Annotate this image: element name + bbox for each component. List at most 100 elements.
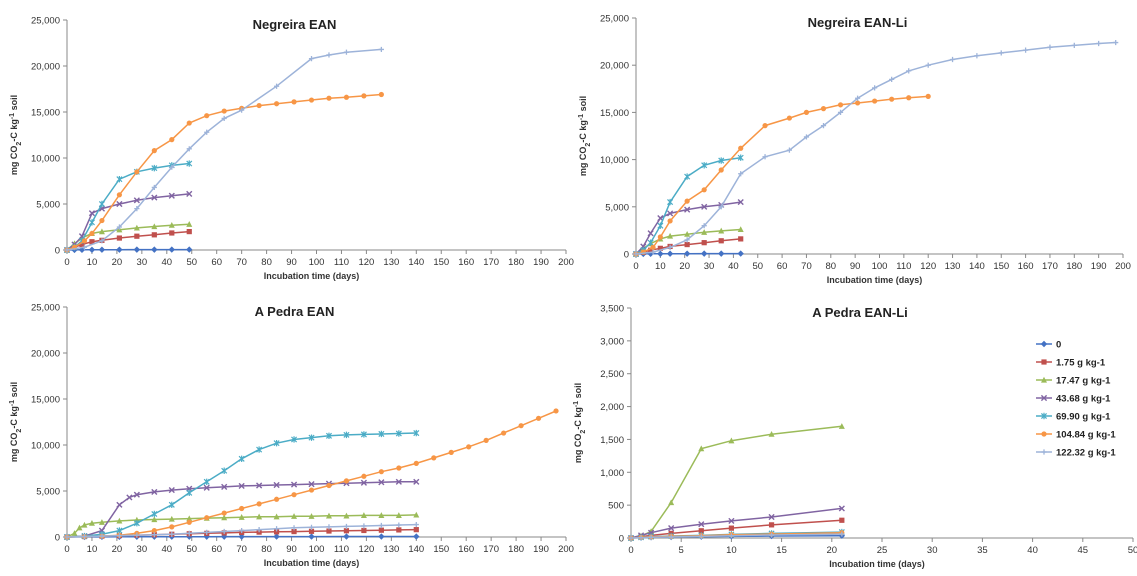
data-point <box>169 164 175 170</box>
data-point <box>308 533 315 540</box>
data-point <box>239 505 245 512</box>
data-point <box>701 203 708 210</box>
x-tick-label: 0 <box>64 257 69 268</box>
data-point <box>343 431 350 439</box>
data-point <box>413 521 419 528</box>
data-point <box>535 415 542 421</box>
data-point <box>413 527 419 533</box>
data-point <box>998 50 1004 56</box>
data-point <box>221 528 227 535</box>
x-tick-label: 170 <box>1042 261 1058 272</box>
data-point <box>273 526 280 532</box>
data-point <box>718 238 724 244</box>
x-tick-label: 30 <box>927 545 938 556</box>
data-point <box>667 198 674 206</box>
data-point <box>949 56 956 63</box>
chart-title: Negreira EAN-Li <box>808 15 908 30</box>
legend-marker <box>1041 431 1047 437</box>
data-point <box>151 232 157 238</box>
y-tick-label: 5,000 <box>605 202 629 213</box>
data-point <box>238 482 245 490</box>
legend-marker <box>1041 449 1047 455</box>
data-point <box>701 240 707 246</box>
data-point <box>291 513 298 519</box>
data-point <box>169 137 175 143</box>
y-tick-label: 3,000 <box>600 336 624 347</box>
x-tick-label: 20 <box>827 545 838 556</box>
data-point <box>854 100 861 106</box>
data-point <box>1023 47 1029 53</box>
y-axis-label: mg CO2-C kg-1 soil <box>573 383 587 463</box>
data-point <box>361 527 367 534</box>
data-point <box>291 436 298 443</box>
x-tick-label: 170 <box>483 544 499 555</box>
y-tick-label: 500 <box>608 501 624 512</box>
x-axis-label: Incubation time (days) <box>829 559 925 569</box>
legend-marker <box>1040 412 1048 420</box>
data-point <box>151 246 158 253</box>
x-tick-label: 20 <box>112 257 123 268</box>
data-point <box>657 234 663 240</box>
x-tick-label: 50 <box>1128 545 1137 556</box>
data-point <box>133 224 140 231</box>
y-tick-label: 0 <box>624 250 629 261</box>
y-tick-label: 1,500 <box>600 435 624 446</box>
data-point <box>378 430 385 438</box>
data-point <box>186 160 193 167</box>
series-6 <box>64 91 384 253</box>
series-6 <box>64 408 559 540</box>
y-tick-label: 15,000 <box>31 395 60 406</box>
data-point <box>203 478 210 485</box>
data-point <box>698 528 704 534</box>
y-tick-label: 2,500 <box>600 369 624 380</box>
data-point <box>738 145 744 151</box>
data-point <box>169 230 175 236</box>
data-point <box>889 76 895 82</box>
series-line <box>630 425 842 539</box>
data-point <box>326 524 332 530</box>
data-point <box>838 505 845 512</box>
data-point <box>768 522 775 528</box>
data-point <box>737 198 744 206</box>
x-tick-label: 140 <box>969 261 985 272</box>
data-point <box>168 515 175 522</box>
series-line <box>66 230 190 251</box>
legend-marker <box>1041 359 1047 365</box>
y-tick-label: 0 <box>55 533 60 544</box>
legend-label: 69.90 g kg-1 <box>1056 412 1111 423</box>
x-tick-label: 45 <box>1078 545 1089 556</box>
data-point <box>395 430 402 437</box>
data-point <box>186 229 192 235</box>
data-point <box>378 533 385 540</box>
data-point <box>308 528 315 534</box>
data-point <box>221 108 227 114</box>
data-point <box>99 238 105 244</box>
data-point <box>378 91 384 98</box>
legend-label: 1.75 g kg-1 <box>1056 358 1106 369</box>
data-point <box>151 184 157 191</box>
x-tick-label: 110 <box>334 257 349 268</box>
data-point <box>98 228 105 235</box>
data-point <box>273 481 280 489</box>
x-tick-label: 160 <box>458 257 474 268</box>
data-point <box>98 519 105 525</box>
data-point <box>378 46 384 53</box>
data-point <box>684 237 690 243</box>
y-tick-label: 0 <box>55 246 60 257</box>
data-point <box>718 250 725 257</box>
data-point <box>64 247 70 253</box>
data-point <box>768 430 775 437</box>
x-tick-label: 160 <box>1018 261 1034 272</box>
data-point <box>737 250 744 257</box>
data-point <box>768 513 775 521</box>
x-tick-label: 170 <box>483 257 499 268</box>
x-tick-label: 110 <box>896 261 911 272</box>
data-point <box>221 483 228 490</box>
data-point <box>238 455 245 462</box>
x-tick-label: 25 <box>877 545 888 556</box>
data-point <box>273 513 280 520</box>
data-point <box>204 129 210 135</box>
data-point <box>186 489 193 497</box>
data-point <box>256 482 263 489</box>
